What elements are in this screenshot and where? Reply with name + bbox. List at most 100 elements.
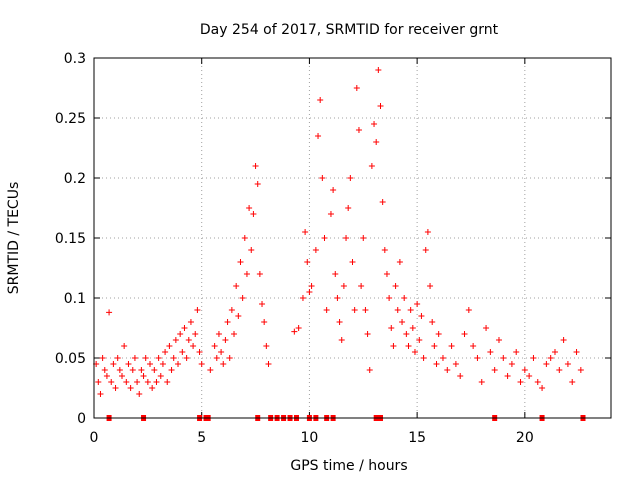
data-point [153, 379, 160, 385]
data-point [547, 355, 554, 361]
tick-labels: 0 0.05 0.1 0.15 0.2 0.25 0.3 0 5 10 15 20 [55, 51, 534, 446]
data-point [323, 307, 330, 313]
x-tick-label: 20 [516, 430, 534, 446]
data-point [368, 163, 375, 169]
data-point [108, 379, 115, 385]
data-point [560, 337, 567, 343]
y-tick-label: 0 [77, 411, 86, 427]
data-point [390, 343, 397, 349]
data-point [179, 349, 186, 355]
data-point [366, 367, 373, 373]
data-point [478, 379, 485, 385]
y-tick-label: 0.1 [64, 291, 86, 307]
y-tick-label: 0.05 [55, 351, 86, 367]
y-tick-label: 0.15 [55, 231, 86, 247]
data-point [487, 349, 494, 355]
data-point [194, 307, 201, 313]
data-point [190, 343, 197, 349]
data-point [312, 247, 319, 253]
data-point [226, 355, 233, 361]
data-point [151, 367, 158, 373]
data-point [177, 331, 184, 337]
data-point [95, 379, 102, 385]
data-point [351, 307, 358, 313]
data-point [136, 391, 143, 397]
data-point [539, 385, 546, 391]
data-point [99, 355, 106, 361]
data-point [530, 355, 537, 361]
data-point [474, 355, 481, 361]
data-point [422, 247, 429, 253]
data-point [431, 343, 438, 349]
data-point [263, 343, 270, 349]
data-point [336, 319, 343, 325]
data-point [207, 367, 214, 373]
data-point [144, 379, 151, 385]
data-point [439, 355, 446, 361]
y-tick-label: 0.25 [55, 111, 86, 127]
data-point [215, 331, 222, 337]
data-point [418, 313, 425, 319]
data-point [250, 211, 257, 217]
data-point [543, 361, 550, 367]
data-point [556, 367, 563, 373]
data-point [302, 229, 309, 235]
data-point [429, 319, 436, 325]
data-point [508, 361, 515, 367]
data-point [185, 337, 192, 343]
data-point [237, 259, 244, 265]
data-point [465, 307, 472, 313]
data-point [420, 355, 427, 361]
data-point [577, 367, 584, 373]
data-point [483, 325, 490, 331]
data-point [414, 301, 421, 307]
data-point [371, 121, 378, 127]
data-point [551, 349, 558, 355]
data-point [321, 235, 328, 241]
data-point [364, 331, 371, 337]
data-point [573, 349, 580, 355]
data-point [327, 211, 334, 217]
x-tick-label: 15 [408, 430, 426, 446]
data-point [330, 187, 337, 193]
data-point [116, 367, 123, 373]
data-point [362, 307, 369, 313]
data-point [427, 283, 434, 289]
data-point [134, 379, 141, 385]
data-point [564, 361, 571, 367]
data-point [231, 331, 238, 337]
data-point [131, 355, 138, 361]
data-point [106, 309, 113, 316]
data-point [172, 337, 179, 343]
data-point [183, 355, 190, 361]
data-point [119, 373, 126, 379]
data-point [401, 295, 408, 301]
data-point [114, 355, 121, 361]
grid-lines [94, 58, 611, 418]
data-point [373, 139, 380, 145]
data-point [383, 271, 390, 277]
chart-title: Day 254 of 2017, SRMTID for receiver grn… [200, 22, 499, 38]
x-axis-label: GPS time / hours [290, 458, 407, 474]
data-point [334, 295, 341, 301]
data-point [457, 373, 464, 379]
data-point [241, 235, 248, 241]
data-point [112, 385, 119, 391]
data-point [448, 343, 455, 349]
data-point [411, 349, 418, 355]
data-point [129, 367, 136, 373]
data-point [125, 361, 132, 367]
data-point [181, 325, 188, 331]
data-point [569, 379, 576, 385]
data-point [315, 133, 322, 139]
data-point [147, 361, 154, 367]
data-point [222, 337, 229, 343]
data-point [304, 259, 311, 265]
data-point [308, 283, 315, 289]
data-point [97, 391, 104, 397]
data-point [386, 295, 393, 301]
x-tick-label: 5 [197, 430, 206, 446]
data-point [470, 343, 477, 349]
